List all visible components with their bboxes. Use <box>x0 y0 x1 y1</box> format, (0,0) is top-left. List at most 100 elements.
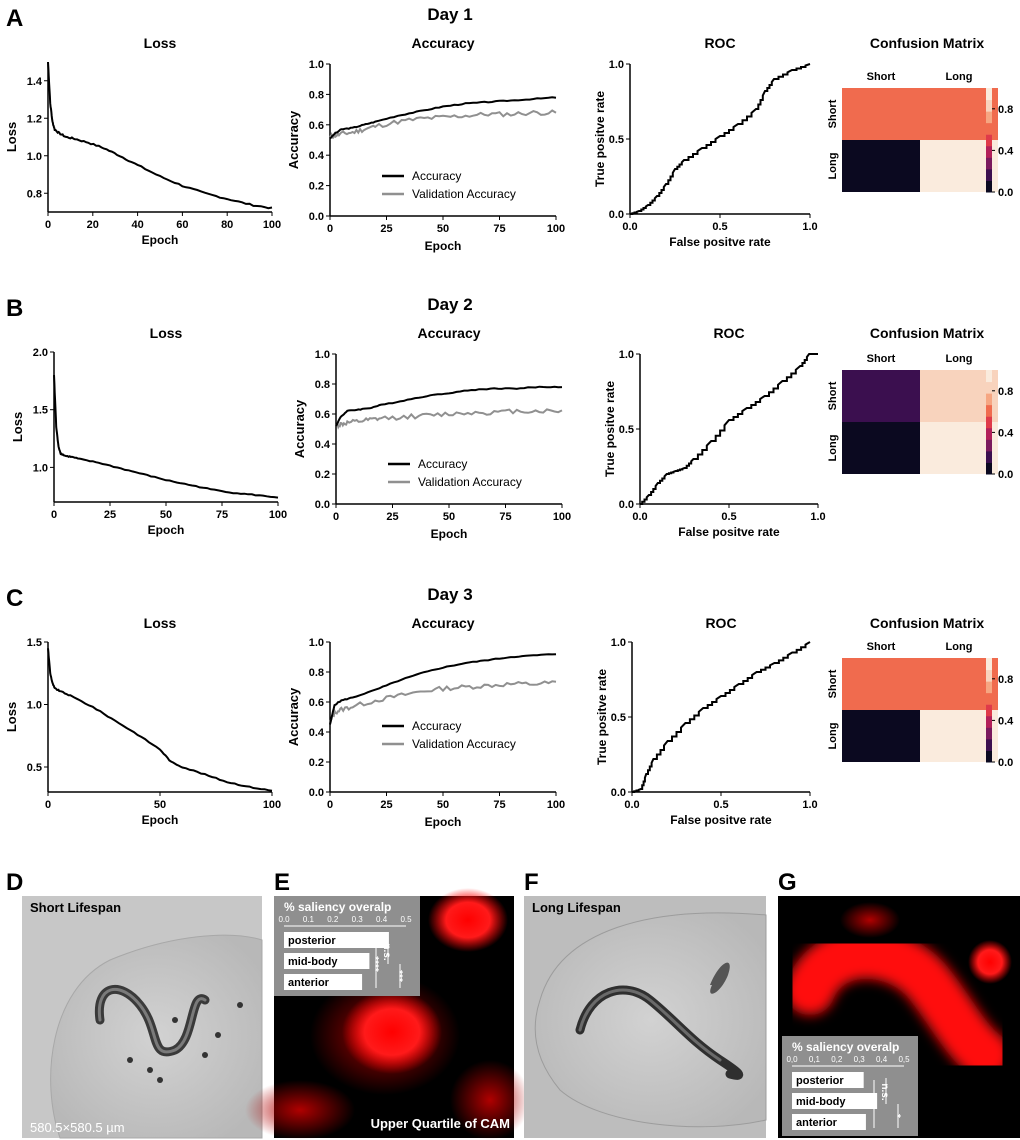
x-tick-label: 0 <box>327 799 333 811</box>
x-tick-label: 0.5 <box>713 799 728 811</box>
egg-dot <box>172 1017 178 1023</box>
cm-cell <box>842 88 920 140</box>
confusion-matrix: Confusion Matrix Short Long Short Long 0.0 0.4… <box>827 325 1014 481</box>
egg-dot <box>127 1057 133 1063</box>
cm-cell <box>920 370 998 422</box>
loss-series-line <box>47 61 273 210</box>
loss-series-line <box>47 648 273 792</box>
x-tick-label: 50 <box>437 223 449 235</box>
row-b: B Day 2 Loss 0 25 50 75 100 1.0 1.5 2.0 Epoch Loss Ac… <box>6 295 1014 541</box>
day-title: Day 2 <box>427 295 472 314</box>
x-tick-label: 40 <box>131 219 143 231</box>
y-tick-label: 0.2 <box>309 181 324 193</box>
cm-cell <box>920 422 998 474</box>
y-axis-label: Loss <box>10 412 25 442</box>
colorbar-segment <box>986 88 992 101</box>
x-tick-label: 50 <box>437 799 449 811</box>
cam-hotspot <box>785 928 1010 1080</box>
colorbar-segment <box>986 416 992 429</box>
day-title: Day 3 <box>427 585 472 604</box>
colorbar-segment <box>986 704 992 717</box>
y-tick-label: 1.0 <box>33 462 48 474</box>
x-tick-label: 100 <box>547 799 565 811</box>
validation-accuracy-line <box>335 408 563 430</box>
micrograph-short-lifespan: Short Lifespan 580.5×580.5 µm <box>22 896 263 1139</box>
legend-validation-label: Validation Accuracy <box>412 737 516 751</box>
y-tick-label: 0.6 <box>315 409 330 421</box>
y-axis-label: Loss <box>4 702 19 732</box>
overlap-bar <box>792 1072 864 1088</box>
colorbar-segment <box>986 462 992 475</box>
x-tick-label: 50 <box>160 509 172 521</box>
colorbar-segment <box>986 738 992 751</box>
cm-row-label: Short <box>827 669 839 698</box>
cm-cell <box>920 88 998 140</box>
cm-cell <box>842 140 920 192</box>
x-axis-label: Epoch <box>425 239 462 253</box>
y-tick-label: 1.0 <box>315 349 330 361</box>
y-tick-label: 0.5 <box>27 762 42 774</box>
y-tick-label: 0.8 <box>27 188 42 200</box>
overlap-tick-label: 0,0 <box>786 1055 798 1064</box>
cam-short-lifespan: Upper Quartile of CAM <box>245 888 530 1140</box>
overlap-tick-label: 0.0 <box>278 915 290 924</box>
y-axis-label: True positve rate <box>593 91 607 187</box>
y-axis-label: Accuracy <box>286 110 301 169</box>
cam-hotspot <box>342 990 442 1074</box>
colorbar-tick-label: 0.4 <box>998 145 1014 157</box>
colorbar-segment <box>986 99 992 112</box>
colorbar-segment <box>986 750 992 763</box>
colorbar-tick-label: 0.8 <box>998 104 1013 116</box>
x-axis-label: Epoch <box>425 815 462 829</box>
cm-cell <box>842 370 920 422</box>
cm-col-label: Short <box>867 641 896 653</box>
panel-letter: F <box>524 869 539 896</box>
cm-title: Confusion Matrix <box>870 35 985 51</box>
accuracy-line <box>329 653 557 725</box>
cm-cell <box>920 140 998 192</box>
overlap-bar <box>284 932 389 948</box>
y-axis-label: True positve rate <box>603 381 617 477</box>
y-tick-label: 1.0 <box>27 151 42 163</box>
y-tick-label: 0.0 <box>309 211 324 223</box>
x-tick-label: 1.0 <box>810 511 825 523</box>
x-tick-label: 25 <box>380 799 392 811</box>
x-tick-label: 1.0 <box>802 799 817 811</box>
legend-accuracy-label: Accuracy <box>412 169 461 183</box>
y-tick-label: 0.5 <box>619 424 634 436</box>
x-tick-label: 0.5 <box>721 511 736 523</box>
colorbar-segment <box>986 727 992 740</box>
cam-halo <box>245 1080 355 1140</box>
overlap-tick-label: 0,4 <box>876 1055 888 1064</box>
sig-label: n.s. <box>381 943 392 960</box>
cm-cell <box>842 422 920 474</box>
colorbar-segment <box>986 370 992 383</box>
cam-caption: Upper Quartile of CAM <box>371 1116 510 1131</box>
cm-row-label: Short <box>827 99 839 128</box>
x-tick-label: 0 <box>333 511 339 523</box>
y-tick-label: 0.2 <box>309 757 324 769</box>
loss-plot: Loss 0 25 50 75 100 1.0 1.5 2.0 Epoch Loss <box>10 325 287 537</box>
colorbar-segment <box>986 439 992 452</box>
y-axis-label: Loss <box>4 122 19 152</box>
accuracy-plot: Accuracy 0 25 50 75 100 0.0 0.2 0.4 0.6 0.8 1.0 Epoc… <box>286 35 565 253</box>
colorbar-segment <box>986 157 992 170</box>
y-tick-label: 0.0 <box>315 499 330 511</box>
colorbar-tick-label: 0.0 <box>998 469 1013 481</box>
y-tick-label: 0.0 <box>309 787 324 799</box>
x-axis-label: Epoch <box>142 813 179 827</box>
cm-cell <box>920 710 998 762</box>
cm-col-label: Short <box>867 71 896 83</box>
overlap-title: % saliency overalp <box>792 1040 899 1054</box>
x-tick-label: 100 <box>263 799 281 811</box>
egg-dot <box>202 1052 208 1058</box>
overlap-bar <box>284 953 370 969</box>
overlap-tick-label: 0,5 <box>898 1055 910 1064</box>
confusion-matrix: Confusion Matrix Short Long Short Long 0.0 0.4… <box>827 35 1014 199</box>
y-axis-label: True positve rate <box>595 669 609 765</box>
loss-title: Loss <box>150 325 183 341</box>
y-tick-label: 1.0 <box>27 700 42 712</box>
x-tick-label: 0.0 <box>632 511 647 523</box>
